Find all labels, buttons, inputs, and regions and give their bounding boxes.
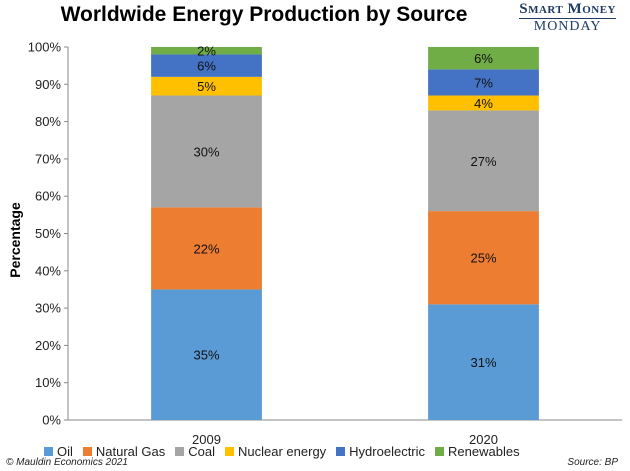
- legend-item: Natural Gas: [82, 444, 166, 459]
- legend-swatch: [336, 447, 346, 456]
- data-label: 30%: [193, 144, 219, 159]
- copyright-note: © Mauldin Economics 2021: [6, 457, 128, 468]
- data-label: 6%: [197, 59, 216, 74]
- chart-legend: Oil Natural Gas Coal Nuclear energy Hydroele…: [44, 444, 520, 459]
- data-label: 27%: [470, 154, 496, 169]
- brand-line-1: Smart Money: [519, 1, 616, 17]
- y-tick-label: 90%: [35, 77, 61, 92]
- x-tick-label: 2020: [469, 432, 498, 447]
- legend-swatch: [82, 447, 92, 456]
- legend-label: Renewables: [448, 444, 520, 459]
- legend-item: Coal: [175, 444, 215, 459]
- y-tick-label: 20%: [35, 338, 61, 353]
- data-label: 22%: [193, 241, 219, 256]
- chart-title: Worldwide Energy Production by Source: [60, 3, 468, 26]
- bar-segment: [428, 95, 539, 111]
- bar-segment: [428, 110, 539, 212]
- legend-swatch: [44, 447, 53, 456]
- bar-segment: [428, 304, 539, 420]
- source-note: Source: BP: [567, 457, 618, 468]
- y-tick-label: 70%: [35, 151, 61, 166]
- bar-segment: [151, 207, 262, 290]
- bar-segment: [151, 54, 262, 77]
- legend-label: Natural Gas: [95, 444, 166, 459]
- y-tick-label: 80%: [35, 114, 61, 129]
- y-tick-label: 50%: [35, 226, 61, 241]
- bar-segment: [428, 211, 539, 305]
- legend-swatch: [435, 447, 445, 456]
- bar-segment: [151, 95, 262, 208]
- bar-segment: [428, 69, 539, 96]
- y-tick-label: 0%: [42, 413, 61, 428]
- y-tick-label: 100%: [28, 40, 62, 55]
- bar-segment: [151, 47, 262, 55]
- y-tick-label: 60%: [35, 189, 61, 204]
- legend-label: Oil: [57, 444, 73, 459]
- brand-divider: [519, 18, 616, 19]
- legend-swatch: [225, 447, 235, 456]
- data-label: 6%: [474, 51, 493, 66]
- y-tick-label: 40%: [35, 263, 61, 278]
- legend-label: Hydroelectric: [349, 444, 426, 459]
- y-tick-label: 10%: [35, 375, 61, 390]
- bar-segment: [428, 47, 539, 70]
- legend-item: Hydroelectric: [336, 444, 425, 459]
- bar-segment: [151, 76, 262, 96]
- x-tick-label: 2009: [192, 432, 221, 447]
- legend-item: Nuclear energy: [225, 444, 326, 459]
- bar-segment: [151, 289, 262, 420]
- data-label: 25%: [470, 251, 496, 266]
- data-label: 7%: [474, 75, 493, 90]
- legend-label: Coal: [188, 444, 216, 459]
- legend-item: Renewables: [435, 444, 520, 459]
- legend-swatch: [175, 447, 185, 456]
- data-label: 35%: [193, 348, 219, 363]
- smart-money-monday-logo: Smart Money MONDAY: [519, 2, 616, 34]
- y-tick-label: 30%: [35, 301, 61, 316]
- brand-line-2: MONDAY: [533, 19, 602, 34]
- data-label: 31%: [470, 355, 496, 370]
- legend-label: Nuclear energy: [238, 444, 327, 459]
- data-label: 5%: [197, 79, 216, 94]
- legend-item: Oil: [44, 444, 73, 459]
- data-label: 2%: [197, 44, 216, 59]
- data-label: 4%: [474, 96, 493, 111]
